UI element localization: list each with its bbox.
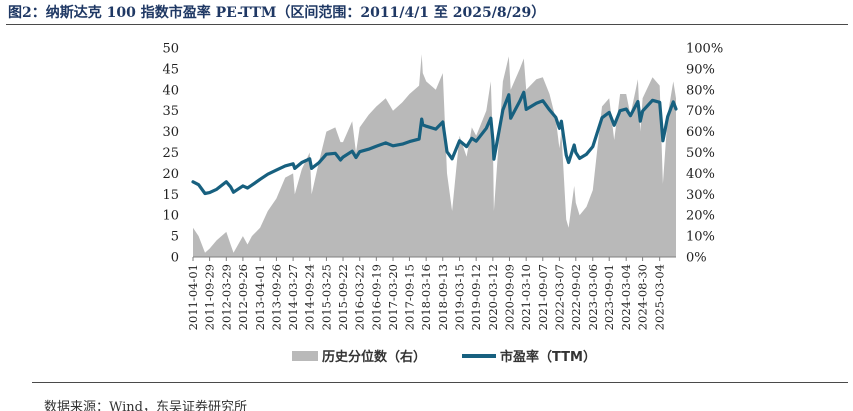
y-right-tick-label: 0% [686, 251, 707, 266]
source-note: 数据来源：Wind，东吴证券研究所 [44, 400, 247, 411]
x-tick-label: 2013-09-26 [269, 264, 283, 330]
y-right-tick-label: 70% [686, 104, 715, 119]
x-tick-label: 2014-03-27 [286, 264, 300, 330]
y-right-tick-label: 60% [686, 125, 715, 140]
x-tick-label: 2025-03-04 [653, 264, 667, 330]
x-tick-label: 2020-09-09 [503, 264, 517, 330]
y-left-tick-label: 50 [162, 42, 179, 57]
x-tick-label: 2017-03-20 [386, 264, 400, 330]
y-left-tick-label: 25 [162, 146, 179, 161]
x-tick-label: 2014-09-24 [303, 264, 317, 330]
y-right-tick-label: 50% [686, 146, 715, 161]
x-tick-label: 2011-09-29 [203, 264, 217, 330]
y-right-tick-label: 90% [686, 62, 715, 77]
y-left-tick-label: 10 [162, 209, 179, 224]
y-left-tick-label: 35 [162, 104, 179, 119]
y-right-tick-label: 100% [686, 42, 723, 57]
x-tick-label: 2013-04-01 [253, 264, 267, 330]
y-left-tick-label: 30 [162, 125, 179, 140]
x-tick-label: 2018-03-16 [419, 264, 433, 330]
x-tick-label: 2011-04-01 [186, 264, 200, 330]
legend-swatch-percentile [292, 351, 318, 361]
y-left-tick-label: 15 [162, 188, 179, 203]
x-tick-label: 2021-03-10 [519, 264, 533, 330]
x-tick-label: 2017-09-15 [403, 264, 417, 330]
x-tick-label: 2016-03-22 [353, 264, 367, 330]
x-tick-label: 2015-09-22 [336, 264, 350, 330]
y-left-tick-label: 5 [171, 230, 179, 245]
y-left-tick-label: 45 [162, 62, 179, 77]
x-tick-label: 2016-09-19 [369, 264, 383, 330]
legend-label-pe: 市盈率（TTM） [500, 349, 596, 365]
legend-label-percentile: 历史分位数（右） [322, 349, 426, 365]
x-tick-label: 2018-09-13 [436, 264, 450, 330]
x-tick-label: 2023-09-01 [602, 264, 616, 330]
y-right-tick-label: 40% [686, 167, 715, 182]
y-left-tick-label: 0 [171, 251, 179, 266]
pe-chart: 0 5 10 15 20 25 30 35 40 45 50 0% 10% 20% 30% 40% 50% 60%… [162, 42, 723, 366]
x-tick-label: 2021-09-07 [536, 264, 550, 330]
figure-title: 图2：纳斯达克 100 指数市盈率 PE-TTM（区间范围：2011/4/1 至… [8, 5, 546, 21]
percentile-area-layer [193, 54, 676, 257]
x-tick-label: 2023-03-06 [586, 264, 600, 330]
top-rule [6, 24, 848, 25]
x-tick-label: 2015-03-25 [319, 264, 333, 330]
y-left-tick-label: 40 [162, 83, 179, 98]
x-tick-label: 2019-03-15 [453, 264, 467, 330]
x-tick-label: 2019-09-12 [469, 264, 483, 330]
y-right-tick-label: 30% [686, 188, 715, 203]
legend: 历史分位数（右） 市盈率（TTM） [292, 349, 596, 365]
x-tick-label: 2024-03-04 [619, 264, 633, 330]
y-right-tick-label: 80% [686, 83, 715, 98]
x-tick-label: 2012-09-26 [236, 264, 250, 330]
y-right-tick-label: 10% [686, 230, 715, 245]
percentile-area [193, 54, 676, 257]
axes: 0 5 10 15 20 25 30 35 40 45 50 0% 10% 20% 30% 40% 50% 60%… [162, 42, 723, 331]
x-tick-label: 2020-03-12 [486, 264, 500, 330]
pe-line [191, 90, 678, 196]
x-tick-label: 2022-09-02 [569, 264, 583, 330]
bottom-rule [32, 382, 848, 383]
x-tick-label: 2022-03-07 [552, 264, 566, 330]
y-left-tick-label: 20 [162, 167, 179, 182]
pe-line-layer [191, 90, 678, 196]
y-right-tick-label: 20% [686, 209, 715, 224]
x-tick-label: 2024-08-30 [636, 264, 650, 330]
x-tick-label: 2012-03-29 [219, 264, 233, 330]
